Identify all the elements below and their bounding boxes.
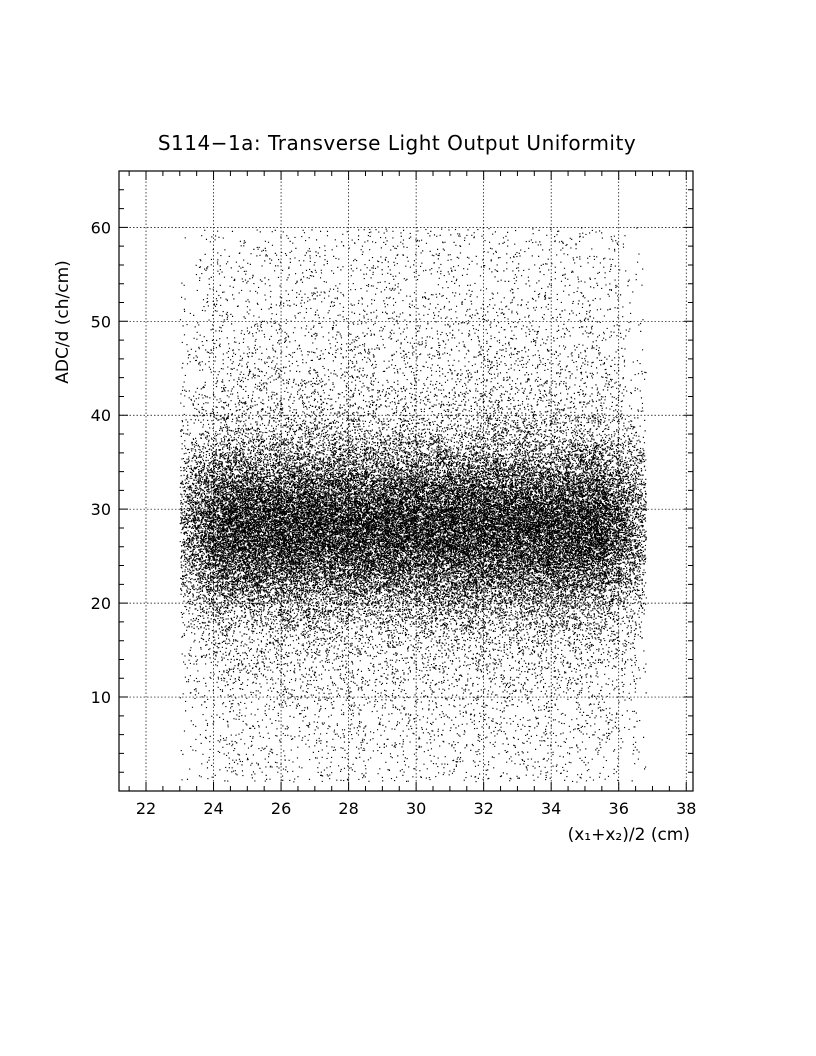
x-tick-label: 36	[609, 799, 629, 818]
x-tick-label: 28	[338, 799, 358, 818]
x-tick-label: 24	[203, 799, 223, 818]
scatter-points	[179, 227, 647, 783]
y-tick-label: 20	[91, 594, 111, 613]
plot-frame	[118, 170, 694, 792]
x-tick-label: 32	[473, 799, 493, 818]
tick-marks	[119, 170, 693, 791]
y-tick-label: 40	[91, 406, 111, 425]
x-axis-label: (x₁+x₂)/2 (cm)	[568, 825, 690, 845]
axis-ticks	[119, 170, 693, 791]
x-tick-label: 22	[136, 799, 156, 818]
chart-title: S114−1a: Transverse Light Output Uniform…	[158, 131, 636, 155]
y-tick-label: 60	[91, 218, 111, 237]
y-axis-label: ADC/d (ch/cm)	[53, 260, 73, 384]
y-tick-label: 30	[91, 500, 111, 519]
x-tick-label: 26	[271, 799, 291, 818]
y-tick-label: 50	[91, 312, 111, 331]
y-tick-labels: 10 20 30 40 50 60	[91, 218, 111, 707]
x-tick-label: 38	[676, 799, 696, 818]
x-tick-label: 30	[406, 799, 426, 818]
x-tick-labels: 22 24 26 28 30 32 34 36 38	[136, 799, 697, 818]
x-tick-label: 34	[541, 799, 561, 818]
y-tick-label: 10	[91, 688, 111, 707]
